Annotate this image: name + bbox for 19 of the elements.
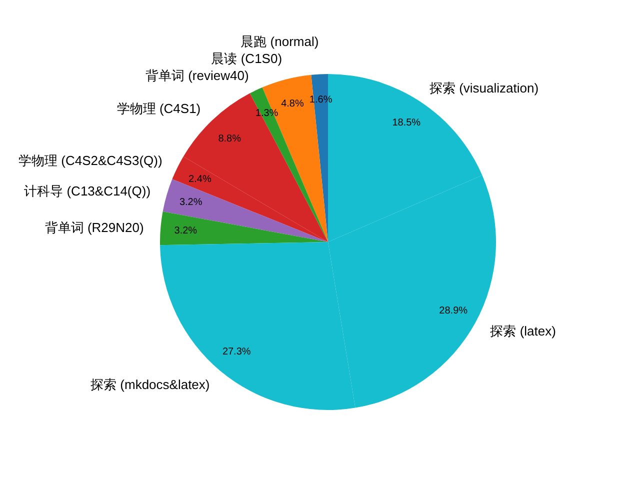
slice-label: 背单词 (R29N20) [44,219,144,234]
slice-label: 探索 (latex) [490,323,556,338]
data-label: 2.4% [188,173,212,184]
data-label: 3.2% [179,196,202,208]
data-label: 3.2% [174,224,198,236]
slice-label: 晨读 (C1S0) [211,50,282,66]
slice-label: 晨跑 (normal) [240,34,319,49]
data-label: 28.9% [439,304,468,316]
data-label: 4.8% [281,98,304,110]
data-label: 27.3% [222,346,251,358]
data-label: 18.5% [392,117,421,128]
slice-label: 学物理 (C4S1) [116,100,201,116]
pie-slice [160,212,328,246]
slice-label: 计科导 (C13&C14(Q)) [24,182,151,198]
data-label: 8.8% [218,133,242,144]
slice-label: 学物理 (C4S2&C4S3(Q)) [18,152,162,168]
slice-label: 背单词 (review40) [145,68,249,83]
slice-label: 探索 (mkdocs&latex) [90,376,210,392]
slice-label: 探索 (visualization) [429,80,539,96]
